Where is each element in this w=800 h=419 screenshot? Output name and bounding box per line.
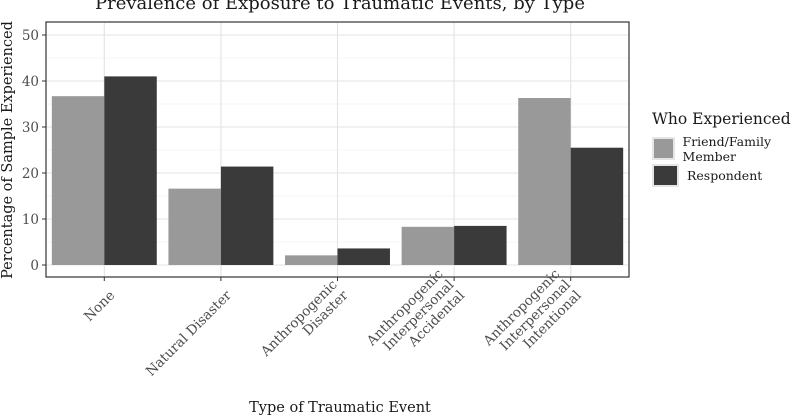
x-axis-label: Type of Traumatic Event <box>249 400 431 416</box>
bar-respondent <box>220 166 274 265</box>
bar-respondent <box>570 147 624 265</box>
bar-respondent <box>454 225 507 265</box>
y-tick-label: 50 <box>22 28 39 44</box>
legend-item-respondent: Respondent <box>652 162 800 189</box>
bar-friend-family <box>518 98 571 266</box>
chart-title: Prevalence of Exposure to Traumatic Even… <box>95 0 585 14</box>
x-tick-label: AnthropogenicDisaster <box>257 277 352 372</box>
x-tick-label: AnthropogenicInterpersonalIntentional <box>480 266 585 371</box>
legend-label-friend-family: Friend/Family Member <box>682 133 772 164</box>
y-tick-label: 20 <box>22 166 39 182</box>
x-tick-label: None <box>81 288 118 325</box>
bar-friend-family <box>168 188 221 265</box>
legend-label-respondent: Respondent <box>687 168 763 183</box>
legend-swatch-friend-family <box>652 137 675 160</box>
legend-swatch-respondent <box>652 164 679 187</box>
legend-title: Who Experienced <box>652 110 791 128</box>
y-tick-label: 40 <box>22 74 39 90</box>
bar-respondent <box>104 76 157 266</box>
x-tick-label: Natural Disaster <box>143 287 235 379</box>
y-tick-label: 10 <box>22 212 39 228</box>
bar-friend-family <box>51 96 105 266</box>
bar-respondent <box>337 248 390 265</box>
bar-friend-family <box>285 255 338 265</box>
bar-friend-family <box>401 226 455 265</box>
x-tick-label: AnthropogenicInterpersonalAccidental <box>363 266 468 371</box>
y-tick-label: 30 <box>22 120 39 136</box>
x-tick-label-line: None <box>81 288 118 325</box>
y-tick-label: 0 <box>30 258 39 274</box>
x-tick-label-line: Natural Disaster <box>143 287 235 379</box>
legend: Who Experienced Friend/Family Member Res… <box>652 110 800 189</box>
legend-item-friend-family: Friend/Family Member <box>652 133 800 164</box>
